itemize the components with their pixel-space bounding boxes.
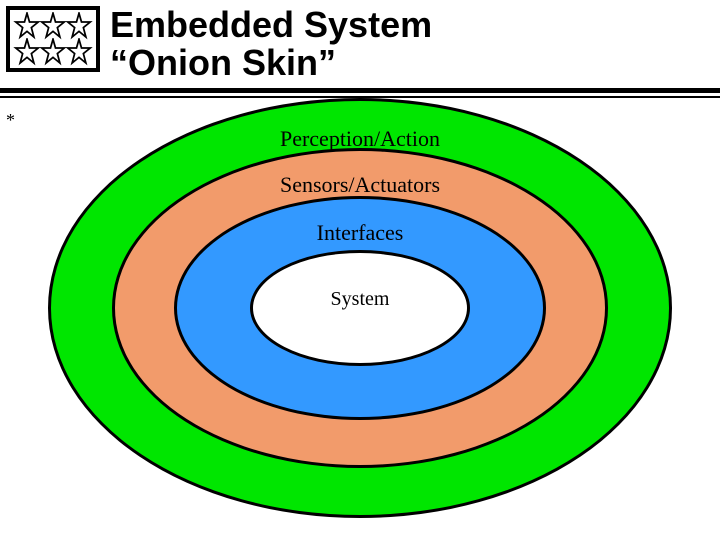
logo xyxy=(6,6,100,72)
slide-title: Embedded System “Onion Skin” xyxy=(110,6,720,82)
title-line-1: Embedded System xyxy=(110,6,720,44)
star-icon xyxy=(64,38,94,68)
onion-label-3: System xyxy=(331,288,390,311)
title-line-2: “Onion Skin” xyxy=(110,44,720,82)
divider-thick xyxy=(0,88,720,93)
divider xyxy=(0,88,720,98)
onion-label-2: Interfaces xyxy=(317,220,404,246)
onion-label-1: Sensors/Actuators xyxy=(280,172,440,198)
onion-diagram: Perception/ActionSensors/ActuatorsInterf… xyxy=(0,98,720,528)
header: Embedded System “Onion Skin” xyxy=(0,0,720,98)
